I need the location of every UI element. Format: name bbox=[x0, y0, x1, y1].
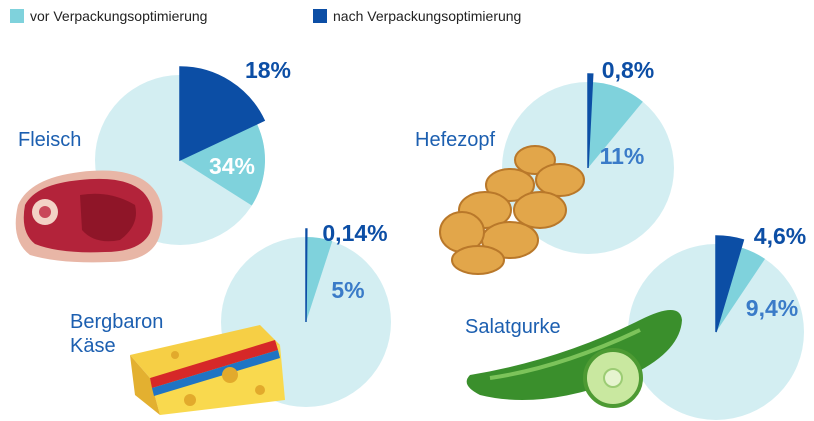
value-label: 4,6% bbox=[754, 223, 806, 249]
value-label: 11% bbox=[600, 143, 645, 169]
category-label: Bergbaron Käse bbox=[70, 310, 180, 358]
legend-swatch bbox=[313, 9, 327, 23]
category-label: Salatgurke bbox=[465, 315, 575, 339]
infographic: 34% 18% 11% 0,8% 5% 0,14% 9,4% 4,6% bbox=[0, 0, 814, 421]
legend-swatch bbox=[10, 9, 24, 23]
legend-label: nach Verpackungsoptimierung bbox=[333, 8, 521, 24]
category-label: Hefezopf bbox=[415, 128, 525, 152]
value-label: 34% bbox=[209, 153, 255, 179]
value-label: 9,4% bbox=[746, 295, 798, 321]
value-label: 0,8% bbox=[602, 57, 654, 83]
pie-slice bbox=[306, 229, 307, 322]
category-label: Fleisch bbox=[18, 128, 128, 152]
value-label: 5% bbox=[331, 277, 364, 303]
steak-illustration bbox=[16, 171, 163, 263]
value-label: 18% bbox=[245, 57, 291, 83]
value-label: 0,14% bbox=[322, 220, 387, 246]
legend-label: vor Verpackungsoptimierung bbox=[30, 8, 207, 24]
